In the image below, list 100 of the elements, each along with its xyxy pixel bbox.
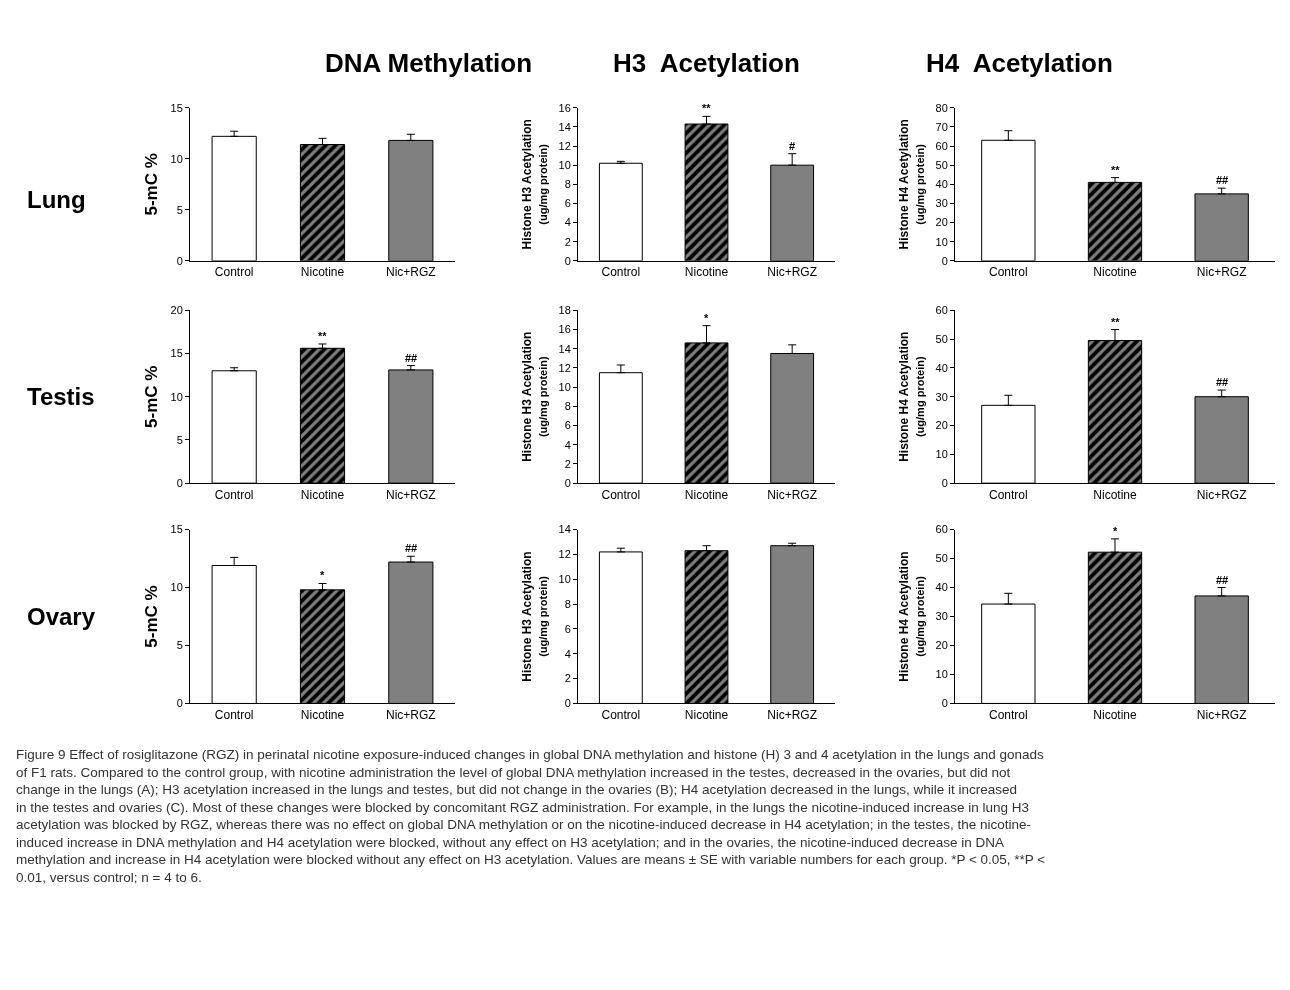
y-tick-label: 12 xyxy=(558,361,571,374)
annotation: ## xyxy=(1216,376,1229,388)
y-tick-label: 20 xyxy=(170,304,183,317)
x-tick-label: Nic+RGZ xyxy=(1196,265,1247,280)
y-tick-label: 18 xyxy=(558,304,571,317)
y-axis-title: 5-mC % xyxy=(142,585,162,648)
y-axis-title: Histone H4 Acetylation (ug/mg protein) xyxy=(897,331,926,462)
y-tick-label: 2 xyxy=(564,235,571,248)
x-tick-label: Nic+RGZ xyxy=(767,487,818,502)
y-tick-label: 15 xyxy=(170,101,183,114)
y-tick-label: 8 xyxy=(564,178,571,191)
y-tick-label: 10 xyxy=(558,159,571,172)
y-tick-label: 6 xyxy=(564,197,571,210)
x-tick-label: Control xyxy=(214,487,254,502)
y-tick-label: 16 xyxy=(558,101,571,114)
annotation: * xyxy=(320,569,325,581)
y-tick-label: 0 xyxy=(176,254,183,267)
y-tick-label: 14 xyxy=(558,120,571,133)
y-tick-label: 50 xyxy=(935,159,948,172)
y-tick-label: 10 xyxy=(558,573,571,586)
x-tick-label: Nic+RGZ xyxy=(385,487,436,502)
y-tick-label: 40 xyxy=(935,178,948,191)
x-tick-label: Nicotine xyxy=(684,265,729,280)
y-tick-label: 2 xyxy=(564,672,571,685)
x-tick-label: Nicotine xyxy=(300,707,345,722)
y-tick-label: 40 xyxy=(935,581,948,594)
y-axis-title: Histone H3 Acetylation (ug/mg protein) xyxy=(520,551,549,682)
y-axis-title: 5-mC % xyxy=(142,365,162,428)
y-tick-label: 4 xyxy=(564,216,571,229)
y-tick-label: 50 xyxy=(935,332,948,345)
annotation: ## xyxy=(1216,174,1229,186)
y-tick-label: 10 xyxy=(558,380,571,393)
y-axis-title: Histone H4 Acetylation (ug/mg protein) xyxy=(897,119,926,250)
y-tick-label: 80 xyxy=(935,101,948,114)
y-tick-label: 4 xyxy=(564,438,571,451)
annotation: ## xyxy=(1216,574,1229,586)
y-tick-label: 30 xyxy=(935,197,948,210)
y-tick-label: 8 xyxy=(564,400,571,413)
y-tick-label: 40 xyxy=(935,361,948,374)
annotation: ** xyxy=(1111,316,1121,328)
chart-title: DNA Methylation xyxy=(325,48,533,78)
y-tick-label: 20 xyxy=(935,639,948,652)
y-tick-label: 0 xyxy=(564,697,571,710)
y-tick-label: 2 xyxy=(564,457,571,470)
y-tick-label: 10 xyxy=(170,390,183,403)
chart-title: H3 Acetylation xyxy=(613,48,800,78)
y-tick-label: 0 xyxy=(941,697,948,710)
annotation: * xyxy=(704,312,709,324)
y-tick-label: 10 xyxy=(935,448,948,461)
annotation: ** xyxy=(1111,164,1121,176)
annotation: # xyxy=(789,140,796,152)
annotation: * xyxy=(1113,525,1118,537)
y-axis-title: Histone H3 Acetylation (ug/mg protein) xyxy=(520,331,549,462)
y-tick-label: 15 xyxy=(170,523,183,536)
annotation: ** xyxy=(318,330,328,342)
y-tick-label: 60 xyxy=(935,523,948,536)
x-tick-label: Nicotine xyxy=(1093,707,1137,722)
caption: Figure 9 Effect of rosiglitazone (RGZ) in perinatal nicotine exposure-induced changes in global DNA methylation and histone (H) 3 and 4 acetylation in the lungs and gonads of F1 rats. Compared to the control group, with nicotine administration the level of global DNA methylation increased in the testes, decreased in the ovaries, but did not change in the lungs (A); H3 acetylation increased in the lungs and testes, but did not change in the ovaries (B); H4 acetylation decreased in the lungs, while it increased in the testes and ovaries (C). Most of these changes were blocked by concomitant RGZ administration. For example, in the lungs the nicotine-induced increase in lung H3 acetylation was blocked by RGZ, whereas there was no effect on global DNA methylation or on the nicotine-induced decrease in H4 acetylation; in the testes, the nicotine-induced increase in DNA methylation and H4 acetylation were blocked, without any effect on H3 acetylation; and in the ovaries, the nicotine-induced decrease in DNA methylation and increase in H4 acetylation were blocked without any effect on H3 acetylation. Values are means ± SE with variable numbers for each group. *P < 0.05, **P < 0.01, versus control; n = 4 to 6. xyxy=(16,747,1046,885)
x-tick-label: Nicotine xyxy=(1093,265,1137,280)
y-tick-label: 5 xyxy=(176,639,183,652)
y-tick-label: 10 xyxy=(170,581,183,594)
y-tick-label: 0 xyxy=(941,254,948,267)
x-tick-label: Control xyxy=(601,265,641,280)
y-tick-label: 0 xyxy=(941,477,948,489)
y-tick-label: 6 xyxy=(564,622,571,635)
y-axis-title: Histone H4 Acetylation (ug/mg protein) xyxy=(897,551,926,682)
y-tick-label: 20 xyxy=(935,419,948,432)
y-tick-label: 5 xyxy=(176,203,183,216)
y-tick-label: 30 xyxy=(935,610,948,623)
y-axis-title: Histone H3 Acetylation (ug/mg protein) xyxy=(520,119,549,250)
y-tick-label: 20 xyxy=(935,216,948,229)
y-tick-label: 60 xyxy=(935,139,948,152)
y-tick-label: 5 xyxy=(176,433,183,446)
y-tick-label: 16 xyxy=(558,323,571,336)
x-tick-label: Control xyxy=(988,265,1028,280)
y-tick-label: 12 xyxy=(558,139,571,152)
y-tick-label: 14 xyxy=(558,342,571,355)
x-tick-label: Nic+RGZ xyxy=(767,265,818,280)
x-tick-label: Control xyxy=(214,707,254,722)
y-tick-label: 4 xyxy=(564,647,571,660)
y-tick-label: 0 xyxy=(564,254,571,267)
x-tick-label: Nicotine xyxy=(684,487,729,502)
x-tick-label: Nicotine xyxy=(300,487,345,502)
y-tick-label: 0 xyxy=(176,477,183,489)
y-tick-label: 10 xyxy=(935,668,948,681)
x-tick-label: Nicotine xyxy=(1093,487,1137,502)
x-tick-label: Nicotine xyxy=(684,707,729,722)
x-tick-label: Nic+RGZ xyxy=(1196,487,1247,502)
y-tick-label: 8 xyxy=(564,597,571,610)
x-tick-label: Nicotine xyxy=(300,265,345,280)
y-tick-label: 30 xyxy=(935,390,948,403)
text: Ovary xyxy=(27,603,96,630)
x-tick-label: Nic+RGZ xyxy=(767,707,818,722)
y-tick-label: 50 xyxy=(935,552,948,565)
y-tick-label: 15 xyxy=(170,347,183,360)
x-tick-label: Nic+RGZ xyxy=(385,265,436,280)
x-tick-label: Control xyxy=(988,487,1028,502)
y-tick-label: 0 xyxy=(564,477,571,489)
x-tick-label: Control xyxy=(214,265,254,280)
x-tick-label: Nic+RGZ xyxy=(385,707,436,722)
